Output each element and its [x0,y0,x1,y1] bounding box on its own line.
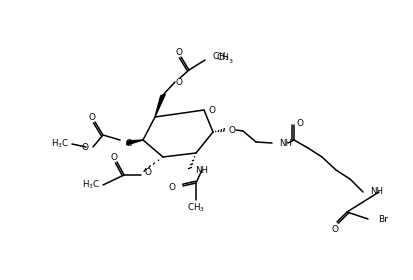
Text: NH: NH [278,139,291,148]
Polygon shape [126,140,142,145]
Polygon shape [154,94,165,117]
Text: O: O [228,125,235,134]
Text: 3: 3 [228,59,233,64]
Text: O: O [175,78,182,87]
Text: O: O [209,106,216,115]
Text: O: O [82,143,89,151]
Text: O: O [296,118,303,127]
Text: CH: CH [216,53,229,62]
Text: NH: NH [195,165,207,174]
Text: H$_3$C: H$_3$C [82,179,100,191]
Text: O: O [169,183,176,193]
Text: O: O [88,113,95,122]
Text: NH: NH [369,188,382,197]
Text: O: O [126,139,133,148]
Text: O: O [175,48,182,57]
Text: Br: Br [377,214,387,223]
Text: O: O [110,153,117,162]
Text: CH$_3$: CH$_3$ [187,202,204,214]
Text: H$_3$C: H$_3$C [51,138,69,150]
Text: O: O [144,167,151,176]
Text: O: O [331,225,338,234]
Text: CH$_3$: CH$_3$ [211,51,229,63]
